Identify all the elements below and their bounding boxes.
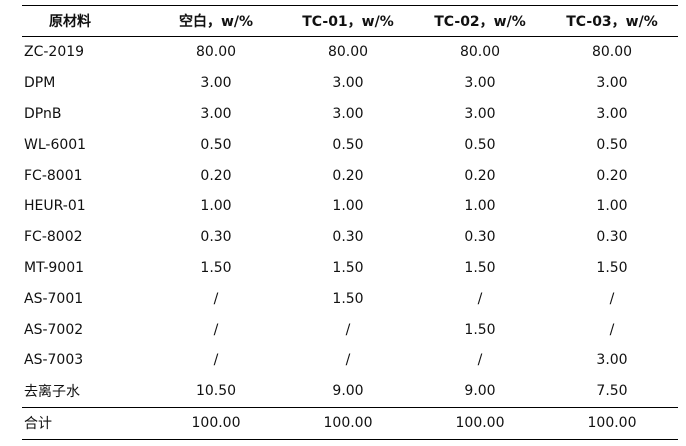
tc-02-value: 3.00 (464, 75, 496, 92)
tc-02-value: 0.50 (464, 136, 496, 153)
tc-02-value: 3.00 (464, 105, 496, 122)
tc-02-value: 80.00 (459, 44, 501, 61)
material-name: WL-6001 (24, 136, 87, 153)
tc-03-value: / (609, 290, 615, 307)
blank-value: / (213, 321, 219, 338)
tc-03-value: 0.20 (596, 167, 628, 184)
tc-01-value: 1.50 (332, 259, 364, 276)
table-row: FC-8001 0.20 0.20 0.20 0.20 (22, 160, 678, 191)
tc-03-value: / (609, 321, 615, 338)
header-tc-03: TC-03，w/% (566, 14, 658, 30)
total-label: 合计 (24, 416, 52, 433)
table-total-row: 合计 100.00 100.00 100.00 100.00 (22, 407, 678, 440)
table-row: 去离子水 10.50 9.00 9.00 7.50 (22, 376, 678, 407)
tc-01-value: 80.00 (327, 44, 369, 61)
blank-value: 0.30 (200, 229, 232, 246)
material-name: AS-7002 (24, 321, 84, 338)
material-name: MT-9001 (24, 259, 85, 276)
table-body: ZC-2019 80.00 80.00 80.00 80.00 DPM 3.00 3.00 3.… (22, 37, 678, 408)
material-name: FC-8001 (24, 167, 83, 184)
tc-01-value: 0.20 (332, 167, 364, 184)
tc-03-value: 1.50 (596, 259, 628, 276)
blank-value: 10.50 (195, 383, 237, 400)
table-header-row: 原材料 空白，w/% TC-01，w/% TC-02，w/% TC-03，w/% (22, 5, 678, 37)
table-row: AS-7001 / 1.50 / / (22, 283, 678, 314)
material-name: HEUR-01 (24, 198, 86, 215)
tc-02-value: / (477, 352, 483, 369)
material-name: 去离子水 (24, 384, 80, 401)
header-blank: 空白，w/% (178, 14, 254, 30)
blank-value: 1.50 (200, 259, 232, 276)
total-tc-03: 100.00 (587, 415, 637, 432)
total-blank: 100.00 (191, 415, 241, 432)
blank-value: 1.00 (200, 198, 232, 215)
tc-02-value: 0.30 (464, 229, 496, 246)
blank-value: 80.00 (195, 44, 237, 61)
blank-value: 3.00 (200, 75, 232, 92)
blank-value: 3.00 (200, 105, 232, 122)
tc-01-value: 9.00 (332, 383, 364, 400)
blank-value: / (213, 352, 219, 369)
table-row: FC-8002 0.30 0.30 0.30 0.30 (22, 222, 678, 253)
tc-01-value: 3.00 (332, 75, 364, 92)
table-row: AS-7003 / / / 3.00 (22, 345, 678, 376)
header-tc-02: TC-02，w/% (434, 14, 526, 30)
tc-02-value: 1.00 (464, 198, 496, 215)
tc-03-value: 3.00 (596, 75, 628, 92)
tc-01-value: 0.30 (332, 229, 364, 246)
material-name: DPnB (24, 105, 62, 122)
tc-03-value: 80.00 (591, 44, 633, 61)
tc-01-value: / (345, 321, 351, 338)
table-row: DPnB 3.00 3.00 3.00 3.00 (22, 99, 678, 130)
tc-02-value: 0.20 (464, 167, 496, 184)
table-row: MT-9001 1.50 1.50 1.50 1.50 (22, 253, 678, 284)
tc-03-value: 7.50 (596, 383, 628, 400)
tc-01-value: 1.00 (332, 198, 364, 215)
material-name: DPM (24, 75, 56, 92)
table-row: DPM 3.00 3.00 3.00 3.00 (22, 68, 678, 99)
tc-02-value: 1.50 (464, 259, 496, 276)
tc-01-value: 0.50 (332, 136, 364, 153)
blank-value: / (213, 290, 219, 307)
table-row: ZC-2019 80.00 80.00 80.00 80.00 (22, 37, 678, 68)
material-name: ZC-2019 (24, 44, 85, 61)
table-row: WL-6001 0.50 0.50 0.50 0.50 (22, 129, 678, 160)
tc-01-value: 3.00 (332, 105, 364, 122)
tc-03-value: 0.30 (596, 229, 628, 246)
total-tc-01: 100.00 (323, 415, 373, 432)
material-name: AS-7003 (24, 352, 84, 369)
tc-03-value: 1.00 (596, 198, 628, 215)
formulation-table: 原材料 空白，w/% TC-01，w/% TC-02，w/% TC-03，w/%… (22, 5, 678, 440)
tc-03-value: 3.00 (596, 105, 628, 122)
material-name: FC-8002 (24, 229, 83, 246)
tc-03-value: 3.00 (596, 352, 628, 369)
tc-03-value: 0.50 (596, 136, 628, 153)
header-tc-01: TC-01，w/% (302, 14, 394, 30)
blank-value: 0.50 (200, 136, 232, 153)
tc-02-value: 9.00 (464, 383, 496, 400)
tc-02-value: / (477, 290, 483, 307)
material-name: AS-7001 (24, 290, 84, 307)
tc-01-value: 1.50 (332, 290, 364, 307)
table-row: AS-7002 / / 1.50 / (22, 314, 678, 345)
tc-01-value: / (345, 352, 351, 369)
table-row: HEUR-01 1.00 1.00 1.00 1.00 (22, 191, 678, 222)
tc-02-value: 1.50 (464, 321, 496, 338)
blank-value: 0.20 (200, 167, 232, 184)
header-raw-material: 原材料 (49, 14, 91, 30)
total-tc-02: 100.00 (455, 415, 505, 432)
